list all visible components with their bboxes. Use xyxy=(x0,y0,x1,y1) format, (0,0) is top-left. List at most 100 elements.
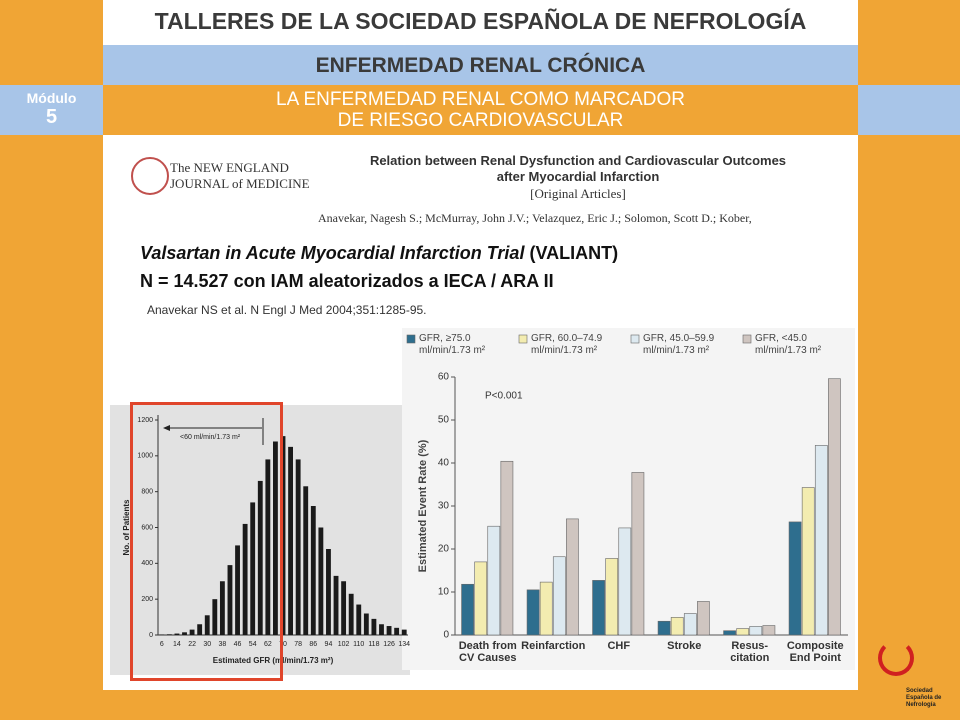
bar xyxy=(631,472,645,636)
bar xyxy=(280,436,286,635)
bar xyxy=(566,518,579,636)
bar xyxy=(592,580,605,636)
bar xyxy=(670,617,684,636)
bar xyxy=(736,628,750,636)
article-title: Relation between Renal Dysfunction and C… xyxy=(369,153,787,184)
bar xyxy=(326,549,331,635)
bar xyxy=(379,624,384,635)
trial-name: Valsartan in Acute Myocardial Infarction… xyxy=(140,243,525,263)
bar xyxy=(303,486,309,635)
y-tick-label: 40 xyxy=(438,458,450,469)
x-tick-label: 54 xyxy=(249,641,257,648)
x-tick-label: 38 xyxy=(218,641,226,648)
x-tick-label: 62 xyxy=(264,641,272,648)
bar xyxy=(257,480,263,635)
y-tick-label: 1200 xyxy=(137,417,153,424)
bar xyxy=(318,527,324,635)
legend-label: GFR, 60.0–74.9 ml/min/1.73 m² xyxy=(531,333,603,356)
bar xyxy=(500,460,514,636)
x-tick-label: 14 xyxy=(173,641,181,648)
header-title: TALLERES DE LA SOCIEDAD ESPAÑOLA DE NEFR… xyxy=(154,8,807,34)
bar xyxy=(295,459,301,635)
annotation-arrowhead xyxy=(163,425,170,431)
x-tick-label: 22 xyxy=(188,641,196,648)
legend-label: GFR, 45.0–59.9 ml/min/1.73 m² xyxy=(643,333,715,356)
x-tick-label: Stroke xyxy=(667,640,702,652)
bar xyxy=(814,445,828,636)
x-tick-label: Composite End Point xyxy=(786,640,844,664)
x-tick-label: 46 xyxy=(234,641,242,648)
x-axis-label: Estimated GFR (ml/min/1.73 m²) xyxy=(213,656,334,665)
legend-swatch xyxy=(406,334,416,344)
bar xyxy=(219,581,225,635)
bar xyxy=(235,545,240,635)
bar xyxy=(474,561,488,636)
y-tick-label: 10 xyxy=(438,587,450,598)
y-tick-label: 30 xyxy=(438,501,450,512)
x-tick-label: 118 xyxy=(368,641,379,648)
society-logo xyxy=(878,640,914,676)
x-tick-label: Reinfarction xyxy=(521,640,586,652)
trial-acronym: (VALIANT) xyxy=(529,243,619,263)
title-band xyxy=(103,0,858,45)
x-tick-label: 110 xyxy=(353,641,364,648)
module-box xyxy=(0,85,103,135)
bar xyxy=(204,615,210,635)
article-authors: Anavekar, Nagesh S.; McMurray, John J.V.… xyxy=(318,211,752,225)
bar xyxy=(401,629,407,635)
legend-label: GFR, <45.0 ml/min/1.73 m² xyxy=(755,333,822,356)
y-axis-label: No. of Patients xyxy=(122,499,131,556)
legend-swatch xyxy=(742,334,752,344)
subtitle-band xyxy=(103,45,858,85)
y-tick-label: 20 xyxy=(438,544,450,555)
bar xyxy=(227,565,233,635)
module-number: 5 xyxy=(45,106,58,128)
trial-line: Valsartan in Acute Myocardial Infarction… xyxy=(140,243,618,264)
bar xyxy=(288,446,293,635)
y-axis-label: Estimated Event Rate (%) xyxy=(417,439,429,572)
bar xyxy=(189,629,195,635)
journal-seal xyxy=(131,157,169,195)
y-tick-label: 60 xyxy=(438,372,450,383)
bar xyxy=(526,589,540,636)
bar xyxy=(828,378,841,636)
bar xyxy=(341,581,347,635)
bar xyxy=(683,613,697,636)
reference: Anavekar NS et al. N Engl J Med 2004;351… xyxy=(147,303,427,317)
y-tick-label: 200 xyxy=(141,596,153,603)
bar xyxy=(487,525,501,636)
x-tick-label: 70 xyxy=(279,641,287,648)
x-tick-label: 94 xyxy=(325,641,333,648)
bar xyxy=(242,523,248,635)
y-tick-label: 400 xyxy=(141,560,153,567)
x-tick-label: 6 xyxy=(160,641,164,648)
bar xyxy=(801,487,815,636)
society-name: Sociedad Española de Nefrología xyxy=(906,688,942,708)
bar xyxy=(788,521,802,636)
legend-swatch xyxy=(630,334,640,344)
bar xyxy=(371,618,377,635)
bar xyxy=(348,593,354,635)
bar xyxy=(697,601,710,636)
legend-swatch xyxy=(518,334,528,344)
y-tick-label: 0 xyxy=(443,630,449,641)
bar xyxy=(461,583,474,636)
bar xyxy=(386,626,392,635)
header-topic: LA ENFERMEDAD RENAL COMO MARCADOR DE RIE… xyxy=(276,89,685,131)
bar xyxy=(394,627,400,635)
bar xyxy=(618,527,632,636)
bar xyxy=(182,632,187,635)
x-tick-label: 102 xyxy=(338,641,350,648)
legend-label: GFR, ≥75.0 ml/min/1.73 m² xyxy=(419,333,486,356)
right-box xyxy=(858,85,960,135)
bar xyxy=(197,624,203,635)
bar xyxy=(749,626,763,636)
bar xyxy=(250,502,256,635)
bar xyxy=(657,620,671,636)
y-tick-label: 600 xyxy=(141,524,153,531)
bar xyxy=(174,633,180,635)
annotation: <60 ml/min/1.73 m² xyxy=(180,434,241,441)
bar xyxy=(265,459,271,635)
